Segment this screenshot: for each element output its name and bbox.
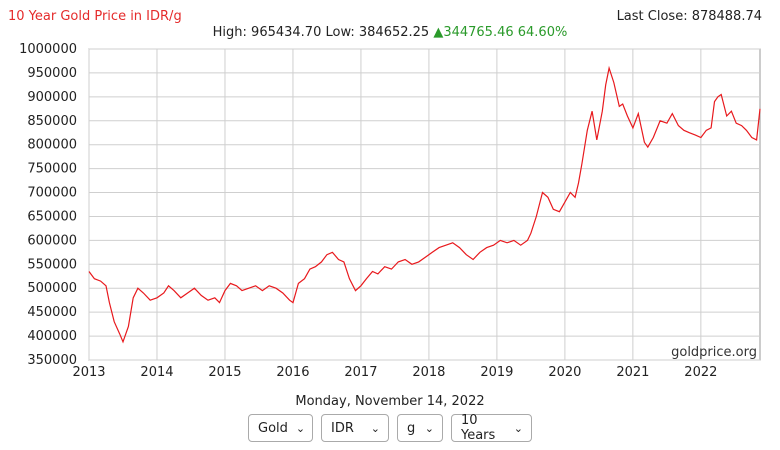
high-low-label: High: 965434.70 Low: 384652.25 bbox=[212, 25, 430, 40]
price-series-line bbox=[88, 65, 761, 344]
x-tick-label: 2013 bbox=[72, 365, 105, 380]
date-label: Monday, November 14, 2022 bbox=[295, 394, 485, 409]
x-tick-label: 2019 bbox=[480, 365, 513, 380]
chart-title: 10 Year Gold Price in IDR/g bbox=[8, 9, 182, 24]
y-tick-label: 700000 bbox=[27, 186, 77, 201]
y-tick-label: 750000 bbox=[27, 162, 77, 177]
x-tick-label: 2020 bbox=[548, 365, 581, 380]
last-close-label: Last Close: 878488.74 bbox=[616, 9, 762, 24]
x-tick-label: 2021 bbox=[616, 365, 649, 380]
gold-price-line-chart: 350000 400000 450000 500000 550000 600000 6500… bbox=[19, 42, 761, 380]
y-tick-label: 600000 bbox=[27, 233, 77, 248]
x-tick-label: 2018 bbox=[412, 365, 445, 380]
x-tick-label: 2017 bbox=[344, 365, 377, 380]
chart-grid bbox=[88, 48, 761, 361]
chevron-down-icon: ⌄ bbox=[513, 421, 523, 435]
y-tick-label: 900000 bbox=[27, 90, 77, 105]
y-tick-label: 450000 bbox=[27, 305, 77, 320]
chart-controls: Gold ⌄ IDR ⌄ g ⌄ 10 Years ⌄ bbox=[0, 413, 780, 443]
currency-select[interactable]: IDR ⌄ bbox=[321, 414, 389, 442]
y-tick-label: 400000 bbox=[27, 329, 77, 344]
metal-select[interactable]: Gold ⌄ bbox=[248, 414, 313, 442]
y-tick-label: 950000 bbox=[27, 66, 77, 81]
change-up-icon: ▲ bbox=[433, 25, 444, 40]
x-tick-label: 2022 bbox=[684, 365, 717, 380]
y-tick-label: 800000 bbox=[27, 138, 77, 153]
price-stats: High: 965434.70 Low: 384652.25 ▲344765.4… bbox=[0, 25, 780, 40]
chevron-down-icon: ⌄ bbox=[370, 421, 380, 435]
currency-select-value: IDR bbox=[331, 420, 354, 436]
unit-select[interactable]: g ⌄ bbox=[397, 414, 443, 442]
metal-select-value: Gold bbox=[258, 420, 288, 436]
plot-area-border bbox=[88, 48, 761, 361]
chevron-down-icon: ⌄ bbox=[424, 421, 434, 435]
watermark-text: goldprice.org bbox=[671, 345, 757, 360]
y-tick-label: 550000 bbox=[27, 257, 77, 272]
x-tick-label: 2015 bbox=[208, 365, 241, 380]
x-tick-label: 2016 bbox=[276, 365, 309, 380]
y-tick-label: 650000 bbox=[27, 209, 77, 224]
y-tick-label: 850000 bbox=[27, 114, 77, 129]
x-tick-label: 2014 bbox=[140, 365, 173, 380]
change-label: 344765.46 64.60% bbox=[443, 25, 568, 40]
chevron-down-icon: ⌄ bbox=[295, 421, 306, 435]
y-axis-ticks: 350000 400000 450000 500000 550000 600000 6500… bbox=[19, 42, 77, 368]
y-tick-label: 500000 bbox=[27, 281, 77, 296]
y-tick-label: 1000000 bbox=[19, 42, 77, 57]
period-select[interactable]: 10 Years ⌄ bbox=[451, 413, 532, 443]
x-axis-ticks: 2013 2014 2015 2016 2017 2018 2019 2020 2021 2022 bbox=[72, 365, 717, 380]
y-tick-label: 350000 bbox=[27, 353, 77, 368]
unit-select-value: g bbox=[407, 420, 416, 436]
period-select-value: 10 Years bbox=[461, 413, 496, 443]
